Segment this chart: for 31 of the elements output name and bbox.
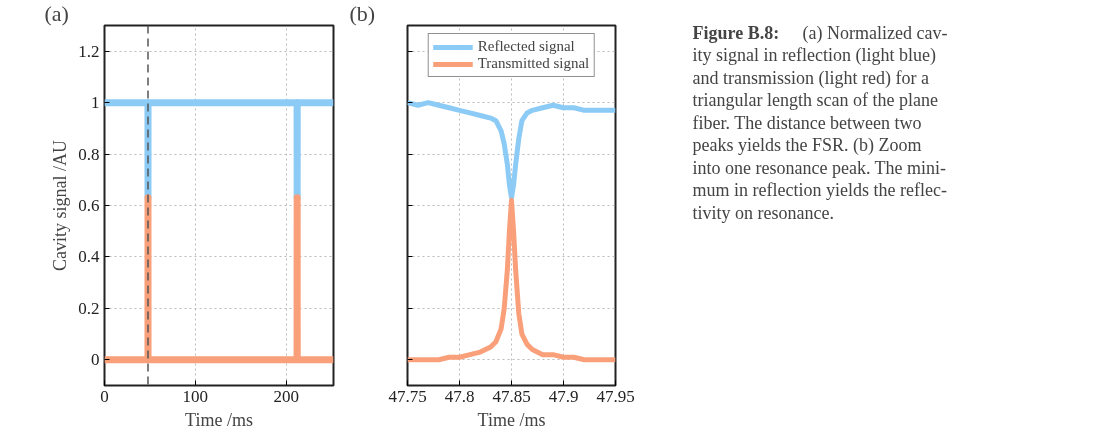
y-axis-title: Cavity signal /AU <box>50 140 71 271</box>
legend-label: Reflected signal <box>477 38 575 55</box>
x-tick-label: 100 <box>182 386 209 406</box>
x-tick-label: 200 <box>273 386 299 406</box>
chart-title: (a) <box>44 0 69 26</box>
x-tick-label: 47.85 <box>492 386 531 406</box>
text: Figure B.8: <box>692 22 780 43</box>
x-tick-label: 47.9 <box>548 386 579 406</box>
x-axis-title: Time /ms <box>185 409 253 430</box>
text: peaks yields the FSR. (b) Zoom <box>692 135 922 156</box>
y-tick-label: 1.2 <box>78 41 100 61</box>
y-tick-label: 0.6 <box>78 196 100 215</box>
x-tick-label: 47.8 <box>444 386 475 406</box>
x-tick-label: 47.95 <box>596 386 635 406</box>
text: tivity on resonance. <box>692 202 834 223</box>
text: and transmission (light red) for a <box>692 67 929 89</box>
x-axis-title: Time /ms <box>477 409 546 430</box>
y-tick-label: 0.4 <box>78 247 100 267</box>
y-tick-label: 0.8 <box>78 144 100 164</box>
y-tick-label: 1 <box>91 93 100 113</box>
text: into one resonance peak. The mini- <box>692 157 947 178</box>
text: (a) Normalized cav- <box>802 22 948 44</box>
text: triangular length scan of the plane <box>692 90 938 110</box>
x-tick-label: 47.75 <box>388 386 427 406</box>
text: fiber. The distance between two <box>692 112 922 133</box>
chart-title: (b) <box>349 0 376 26</box>
text: ity signal in reflection (light blue) <box>692 45 936 66</box>
text: mum in reflection yields the reflec- <box>692 180 947 200</box>
y-tick-label: 0.2 <box>78 298 100 318</box>
legend-label: Transmitted signal <box>477 55 590 72</box>
y-tick-label: 0 <box>91 350 100 370</box>
